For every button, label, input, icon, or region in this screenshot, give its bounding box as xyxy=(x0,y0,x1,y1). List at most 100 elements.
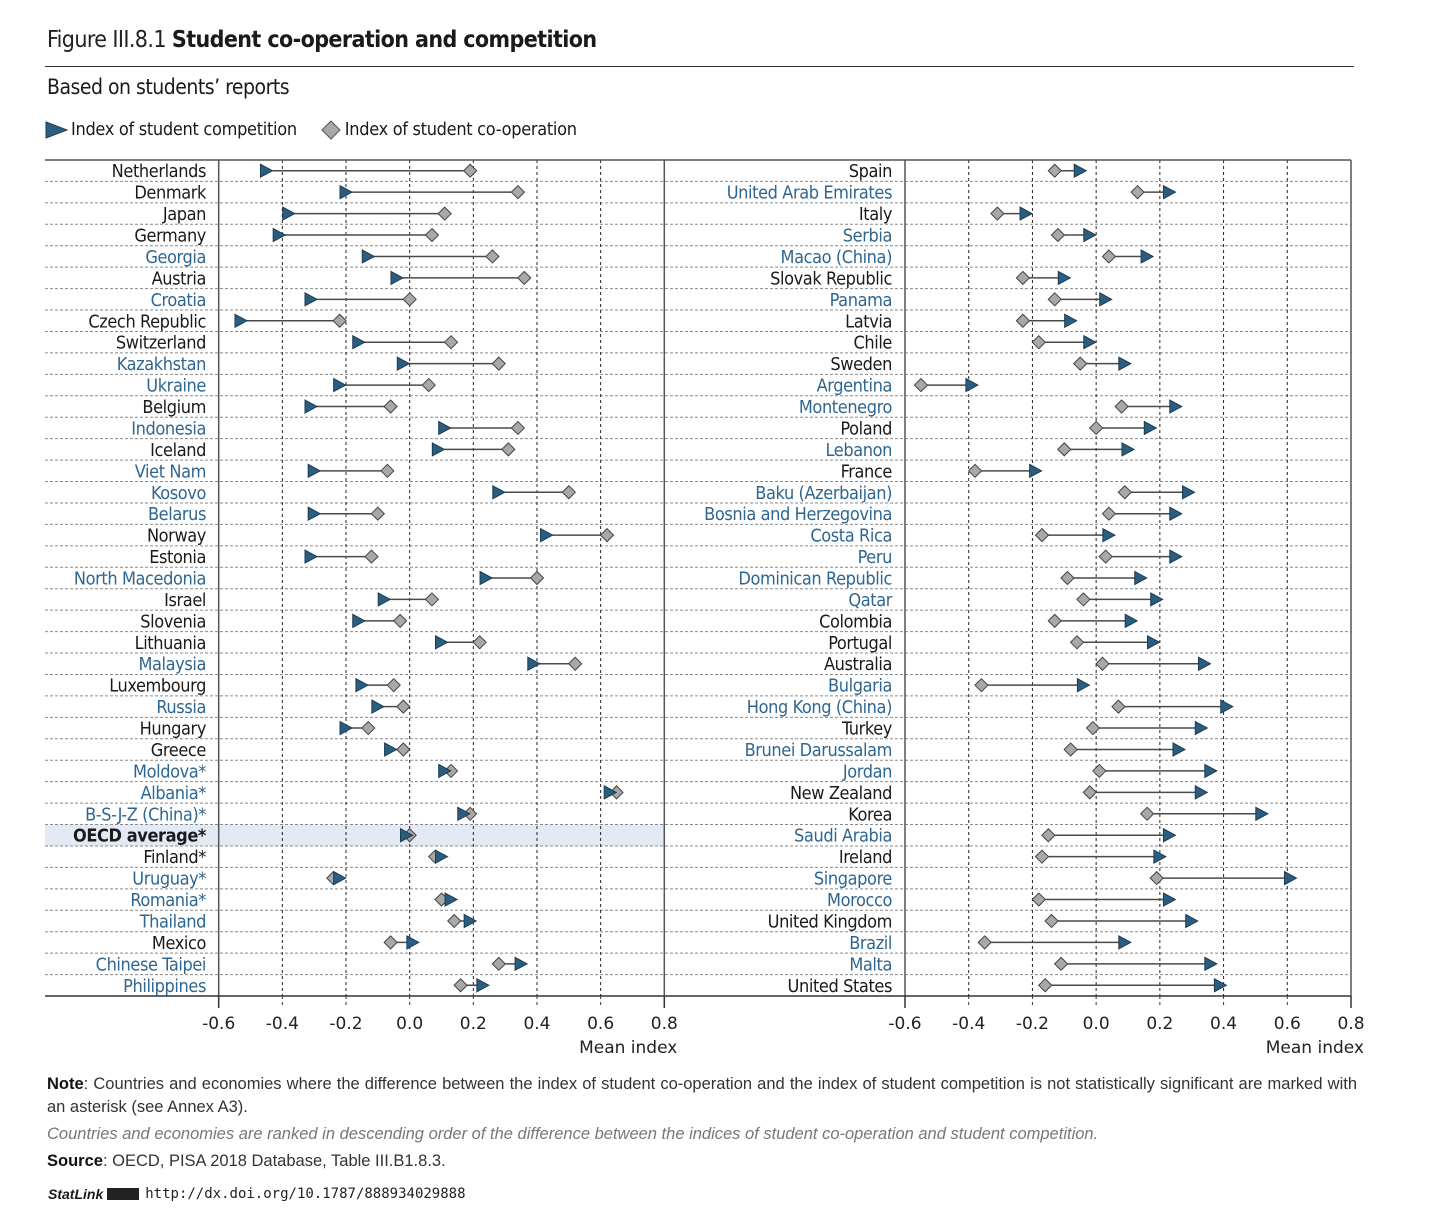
country-label: Moldova* xyxy=(133,761,206,782)
country-label: Colombia xyxy=(819,611,892,632)
competition-marker xyxy=(352,613,366,629)
cooperation-marker xyxy=(1082,785,1097,800)
cooperation-marker xyxy=(510,184,526,200)
cooperation-marker xyxy=(599,527,615,543)
competition-marker xyxy=(234,313,249,329)
country-label: Slovak Republic xyxy=(770,268,892,289)
competition-marker xyxy=(282,206,296,221)
x-tick-label: -0.6 xyxy=(202,1014,235,1034)
competition-marker xyxy=(1150,592,1164,607)
competition-marker xyxy=(1204,956,1218,972)
competition-marker xyxy=(304,291,319,307)
country-label: Hungary xyxy=(140,719,207,740)
cooperation-marker xyxy=(967,463,983,479)
x-tick-label: -0.2 xyxy=(1016,1014,1049,1034)
country-label: Croatia xyxy=(151,290,206,311)
cooperation-marker xyxy=(501,442,516,457)
country-label: Greece xyxy=(151,740,207,761)
note-label: Note xyxy=(47,1075,84,1093)
note-body: : Countries and economies where the diff… xyxy=(47,1075,1357,1116)
statlink[interactable]: StatLink http://dx.doi.org/10.1787/88893… xyxy=(48,1186,466,1202)
country-label: Sweden xyxy=(830,354,892,375)
country-label: Mexico xyxy=(152,933,207,954)
country-label: United Kingdom xyxy=(768,911,892,932)
cooperation-marker xyxy=(1085,720,1101,736)
cooperation-marker xyxy=(529,570,545,586)
competition-marker xyxy=(390,270,404,286)
x-tick-label: 0.6 xyxy=(587,1014,614,1034)
competition-marker xyxy=(406,935,420,950)
country-label: Romania* xyxy=(130,890,206,911)
country-label: Luxembourg xyxy=(109,676,206,697)
competition-marker xyxy=(272,227,287,243)
competition-marker xyxy=(1182,484,1196,500)
cooperation-marker xyxy=(424,227,440,243)
country-label: Australia xyxy=(824,654,892,675)
cooperation-marker xyxy=(1057,442,1072,457)
competition-marker xyxy=(1099,291,1113,307)
cooperation-marker xyxy=(1130,184,1145,200)
diamond-icon xyxy=(321,119,341,140)
cooperation-marker xyxy=(1031,334,1047,350)
cooperation-marker xyxy=(1015,270,1031,286)
country-label: Dominican Republic xyxy=(738,569,892,590)
country-label: Poland xyxy=(840,418,892,439)
competition-marker xyxy=(1102,527,1116,543)
cooperation-marker xyxy=(396,742,411,757)
cooperation-marker xyxy=(561,485,577,500)
cooperation-marker xyxy=(1034,849,1050,864)
country-label: Latvia xyxy=(845,311,892,332)
cooperation-marker xyxy=(1069,635,1085,650)
cooperation-marker xyxy=(1098,549,1113,564)
country-label: Italy xyxy=(859,204,893,225)
competition-marker xyxy=(1083,334,1097,350)
cooperation-marker xyxy=(1139,806,1155,822)
highlight-row xyxy=(45,824,665,846)
country-label: North Macedonia xyxy=(74,569,206,590)
country-label: Israel xyxy=(164,590,206,611)
cooperation-marker xyxy=(383,935,398,950)
country-label: Estonia xyxy=(149,547,206,568)
country-label: Qatar xyxy=(848,590,892,611)
competition-marker xyxy=(965,377,979,393)
competition-marker xyxy=(1204,763,1218,779)
x-tick-label: 0.2 xyxy=(460,1014,487,1034)
competition-marker xyxy=(527,656,541,672)
country-label: Turkey xyxy=(841,719,893,740)
cooperation-marker xyxy=(443,334,459,350)
cooperation-marker xyxy=(1063,742,1078,757)
country-label: Panama xyxy=(830,290,892,311)
country-label: Costa Rica xyxy=(810,526,892,547)
country-label: Bulgaria xyxy=(828,676,892,697)
country-label: Montenegro xyxy=(799,397,893,418)
competition-marker xyxy=(339,720,354,736)
x-axis-label: Mean index xyxy=(579,1038,677,1058)
competition-marker xyxy=(307,506,322,522)
cooperation-marker xyxy=(1111,699,1126,714)
x-tick-label: 0.2 xyxy=(1146,1014,1173,1034)
competition-marker xyxy=(396,356,411,371)
cooperation-marker xyxy=(913,377,929,393)
x-tick-label: 0.0 xyxy=(1083,1014,1110,1034)
statlink-url[interactable]: http://dx.doi.org/10.1787/888934029888 xyxy=(145,1186,466,1202)
competition-marker xyxy=(307,463,322,479)
competition-marker xyxy=(361,249,376,264)
country-label: Philippines xyxy=(123,976,206,997)
competition-marker xyxy=(1140,249,1155,264)
country-label: Belarus xyxy=(148,504,206,525)
cooperation-marker xyxy=(1073,356,1088,371)
country-label: Viet Nam xyxy=(135,461,206,482)
competition-marker xyxy=(492,484,506,500)
x-tick-label: 0.6 xyxy=(1274,1014,1301,1034)
country-label: Austria xyxy=(152,268,206,289)
cooperation-marker xyxy=(424,592,440,607)
competition-marker xyxy=(479,570,494,586)
dot-range-chart: -0.6 -0.4 -0.2 0.0 0.2 0.4 0.6 0.8 Mean index -0.… xyxy=(45,159,1365,1058)
competition-marker xyxy=(1194,720,1209,736)
competition-marker xyxy=(463,913,478,929)
cooperation-marker xyxy=(392,613,408,629)
legend-item-cooperation: Index of student co-operation xyxy=(321,119,577,140)
country-label: Czech Republic xyxy=(88,311,206,332)
country-label: Peru xyxy=(858,547,892,568)
figure-main-title: Student co-operation and competition xyxy=(171,27,597,53)
